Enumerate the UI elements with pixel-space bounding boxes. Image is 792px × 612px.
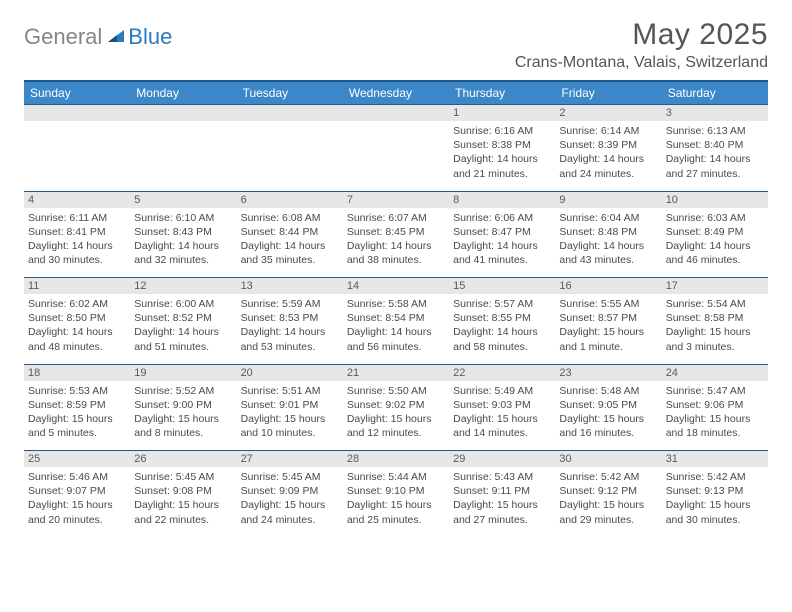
day-detail-cell: Sunrise: 5:47 AMSunset: 9:06 PMDaylight:…	[662, 381, 768, 451]
day-number-cell: 5	[130, 191, 236, 208]
day-detail-cell: Sunrise: 6:10 AMSunset: 8:43 PMDaylight:…	[130, 208, 236, 278]
day-number-cell: 20	[237, 364, 343, 381]
day-number-cell	[237, 105, 343, 122]
day-detail-cell: Sunrise: 5:45 AMSunset: 9:09 PMDaylight:…	[237, 467, 343, 537]
day-detail-cell: Sunrise: 5:59 AMSunset: 8:53 PMDaylight:…	[237, 294, 343, 364]
day-number-cell: 6	[237, 191, 343, 208]
day-number-cell: 28	[343, 451, 449, 468]
day-detail-row: Sunrise: 5:46 AMSunset: 9:07 PMDaylight:…	[24, 467, 768, 537]
day-number-cell: 19	[130, 364, 236, 381]
day-detail-cell: Sunrise: 6:02 AMSunset: 8:50 PMDaylight:…	[24, 294, 130, 364]
day-number-cell: 15	[449, 278, 555, 295]
day-number-row: 18192021222324	[24, 364, 768, 381]
day-number-cell: 17	[662, 278, 768, 295]
day-number-row: 11121314151617	[24, 278, 768, 295]
day-detail-cell: Sunrise: 6:00 AMSunset: 8:52 PMDaylight:…	[130, 294, 236, 364]
weekday-header-row: Sunday Monday Tuesday Wednesday Thursday…	[24, 81, 768, 105]
day-detail-cell: Sunrise: 5:57 AMSunset: 8:55 PMDaylight:…	[449, 294, 555, 364]
day-detail-cell: Sunrise: 5:48 AMSunset: 9:05 PMDaylight:…	[555, 381, 661, 451]
day-number-cell: 31	[662, 451, 768, 468]
day-detail-cell: Sunrise: 5:46 AMSunset: 9:07 PMDaylight:…	[24, 467, 130, 537]
day-detail-cell: Sunrise: 6:08 AMSunset: 8:44 PMDaylight:…	[237, 208, 343, 278]
day-detail-cell	[237, 121, 343, 191]
day-number-cell	[343, 105, 449, 122]
day-detail-cell: Sunrise: 5:52 AMSunset: 9:00 PMDaylight:…	[130, 381, 236, 451]
month-title: May 2025	[515, 18, 768, 52]
day-detail-cell: Sunrise: 5:51 AMSunset: 9:01 PMDaylight:…	[237, 381, 343, 451]
day-detail-cell: Sunrise: 6:16 AMSunset: 8:38 PMDaylight:…	[449, 121, 555, 191]
day-number-cell: 21	[343, 364, 449, 381]
day-detail-cell: Sunrise: 5:50 AMSunset: 9:02 PMDaylight:…	[343, 381, 449, 451]
weekday-header: Saturday	[662, 81, 768, 105]
weekday-header: Friday	[555, 81, 661, 105]
day-detail-row: Sunrise: 6:11 AMSunset: 8:41 PMDaylight:…	[24, 208, 768, 278]
day-number-cell: 29	[449, 451, 555, 468]
day-number-cell: 4	[24, 191, 130, 208]
day-number-cell: 30	[555, 451, 661, 468]
day-detail-cell	[24, 121, 130, 191]
day-number-row: 45678910	[24, 191, 768, 208]
day-detail-row: Sunrise: 6:02 AMSunset: 8:50 PMDaylight:…	[24, 294, 768, 364]
day-detail-cell: Sunrise: 5:49 AMSunset: 9:03 PMDaylight:…	[449, 381, 555, 451]
day-detail-cell: Sunrise: 5:42 AMSunset: 9:12 PMDaylight:…	[555, 467, 661, 537]
day-number-cell: 3	[662, 105, 768, 122]
day-number-cell: 14	[343, 278, 449, 295]
day-number-row: 25262728293031	[24, 451, 768, 468]
day-detail-cell: Sunrise: 6:06 AMSunset: 8:47 PMDaylight:…	[449, 208, 555, 278]
day-number-cell: 27	[237, 451, 343, 468]
day-number-cell: 24	[662, 364, 768, 381]
day-detail-cell: Sunrise: 6:13 AMSunset: 8:40 PMDaylight:…	[662, 121, 768, 191]
day-number-cell: 25	[24, 451, 130, 468]
day-number-cell: 26	[130, 451, 236, 468]
day-number-cell	[130, 105, 236, 122]
header-right: May 2025 Crans-Montana, Valais, Switzerl…	[515, 18, 768, 72]
day-number-cell: 8	[449, 191, 555, 208]
page-header: General Blue May 2025 Crans-Montana, Val…	[24, 18, 768, 72]
logo-text-blue: Blue	[128, 24, 172, 50]
day-detail-cell: Sunrise: 5:42 AMSunset: 9:13 PMDaylight:…	[662, 467, 768, 537]
day-detail-cell: Sunrise: 6:14 AMSunset: 8:39 PMDaylight:…	[555, 121, 661, 191]
day-detail-row: Sunrise: 6:16 AMSunset: 8:38 PMDaylight:…	[24, 121, 768, 191]
day-detail-cell: Sunrise: 5:43 AMSunset: 9:11 PMDaylight:…	[449, 467, 555, 537]
day-detail-row: Sunrise: 5:53 AMSunset: 8:59 PMDaylight:…	[24, 381, 768, 451]
day-detail-cell: Sunrise: 6:04 AMSunset: 8:48 PMDaylight:…	[555, 208, 661, 278]
day-number-cell	[24, 105, 130, 122]
day-detail-cell: Sunrise: 6:11 AMSunset: 8:41 PMDaylight:…	[24, 208, 130, 278]
day-detail-cell	[343, 121, 449, 191]
day-number-cell: 10	[662, 191, 768, 208]
logo-text-general: General	[24, 24, 102, 50]
day-number-cell: 23	[555, 364, 661, 381]
day-number-cell: 7	[343, 191, 449, 208]
day-detail-cell: Sunrise: 5:44 AMSunset: 9:10 PMDaylight:…	[343, 467, 449, 537]
calendar-page: General Blue May 2025 Crans-Montana, Val…	[0, 0, 792, 547]
calendar-table: Sunday Monday Tuesday Wednesday Thursday…	[24, 80, 768, 537]
day-detail-cell: Sunrise: 5:53 AMSunset: 8:59 PMDaylight:…	[24, 381, 130, 451]
day-detail-cell: Sunrise: 5:55 AMSunset: 8:57 PMDaylight:…	[555, 294, 661, 364]
day-number-row: 123	[24, 105, 768, 122]
day-number-cell: 18	[24, 364, 130, 381]
day-number-cell: 13	[237, 278, 343, 295]
day-number-cell: 1	[449, 105, 555, 122]
weekday-header: Sunday	[24, 81, 130, 105]
day-number-cell: 22	[449, 364, 555, 381]
day-detail-cell: Sunrise: 5:54 AMSunset: 8:58 PMDaylight:…	[662, 294, 768, 364]
day-detail-cell: Sunrise: 6:03 AMSunset: 8:49 PMDaylight:…	[662, 208, 768, 278]
weekday-header: Monday	[130, 81, 236, 105]
day-number-cell: 12	[130, 278, 236, 295]
weekday-header: Wednesday	[343, 81, 449, 105]
location-text: Crans-Montana, Valais, Switzerland	[515, 54, 768, 72]
day-number-cell: 2	[555, 105, 661, 122]
weekday-header: Tuesday	[237, 81, 343, 105]
day-detail-cell: Sunrise: 5:58 AMSunset: 8:54 PMDaylight:…	[343, 294, 449, 364]
weekday-header: Thursday	[449, 81, 555, 105]
day-detail-cell	[130, 121, 236, 191]
day-number-cell: 9	[555, 191, 661, 208]
day-detail-cell: Sunrise: 6:07 AMSunset: 8:45 PMDaylight:…	[343, 208, 449, 278]
brand-logo: General Blue	[24, 18, 172, 50]
day-number-cell: 11	[24, 278, 130, 295]
logo-triangle-icon	[106, 26, 126, 49]
day-number-cell: 16	[555, 278, 661, 295]
calendar-body: 123Sunrise: 6:16 AMSunset: 8:38 PMDaylig…	[24, 105, 768, 538]
day-detail-cell: Sunrise: 5:45 AMSunset: 9:08 PMDaylight:…	[130, 467, 236, 537]
